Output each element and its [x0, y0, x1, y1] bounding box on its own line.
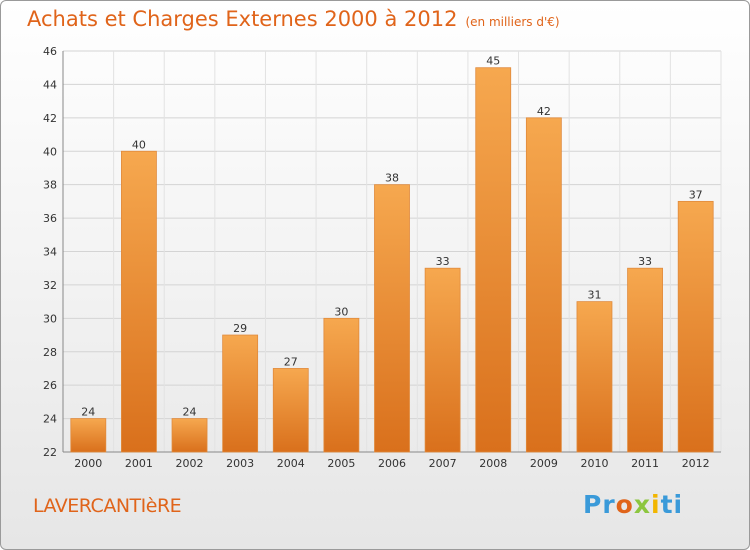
- x-tick-label-2008: 2008: [479, 457, 507, 470]
- bar-2010: [576, 301, 613, 453]
- x-tick-label-2002: 2002: [176, 457, 204, 470]
- y-tick-label: 38: [43, 179, 57, 192]
- x-tick-label-2012: 2012: [682, 457, 710, 470]
- y-tick-label: 30: [43, 312, 57, 325]
- y-tick-label: 42: [43, 112, 57, 125]
- y-tick-label: 26: [43, 379, 57, 392]
- x-tick-label-2010: 2010: [580, 457, 608, 470]
- x-tick-label-2007: 2007: [429, 457, 457, 470]
- value-label-2005: 30: [334, 305, 348, 318]
- y-tick-label: 32: [43, 279, 57, 292]
- x-tick-label-2006: 2006: [378, 457, 406, 470]
- bar-2005: [323, 317, 360, 453]
- x-tick-label-2004: 2004: [277, 457, 305, 470]
- value-label-2011: 33: [638, 255, 652, 268]
- value-label-2001: 40: [132, 138, 146, 151]
- value-label-2010: 31: [587, 289, 601, 302]
- bar-2001: [121, 150, 157, 453]
- bar-2012: [677, 200, 714, 453]
- y-tick-label: 44: [43, 78, 57, 91]
- logo-part-5: ti: [660, 490, 684, 519]
- y-tick-label: 22: [43, 446, 57, 459]
- y-tick-label: 34: [43, 246, 57, 259]
- chart-subtitle: (en milliers d'€): [465, 15, 560, 29]
- y-tick-label: 28: [43, 346, 57, 359]
- x-tick-label-2011: 2011: [631, 457, 659, 470]
- value-label-2007: 33: [436, 255, 450, 268]
- value-label-2008: 45: [486, 55, 500, 68]
- chart-title-text: Achats et Charges Externes 2000 à 2012: [27, 7, 458, 31]
- x-tick-label-2000: 2000: [74, 457, 102, 470]
- x-tick-label-2009: 2009: [530, 457, 558, 470]
- bar-2000: [70, 418, 107, 453]
- commune-name: LAVERCANTIèRE: [33, 495, 182, 517]
- bar-2006: [374, 184, 410, 453]
- value-label-2012: 37: [689, 188, 703, 201]
- y-tick-label: 46: [43, 45, 57, 58]
- x-tick-label-2003: 2003: [226, 457, 254, 470]
- bar-2008: [475, 67, 512, 453]
- proxiti-logo: Proxiti: [583, 490, 683, 519]
- value-label-2003: 29: [233, 322, 247, 335]
- bar-2004: [272, 368, 309, 453]
- bar-2003: [222, 334, 259, 453]
- bar-2011: [627, 267, 663, 453]
- logo-part-2: o: [615, 490, 634, 519]
- value-label-2006: 38: [385, 172, 399, 185]
- value-label-2002: 24: [183, 406, 197, 419]
- x-tick-label-2001: 2001: [125, 457, 153, 470]
- bar-2007: [424, 267, 461, 453]
- x-tick-label-2005: 2005: [327, 457, 355, 470]
- logo-part-1: Pr: [583, 490, 616, 519]
- chart-title: Achats et Charges Externes 2000 à 2012 (e…: [27, 7, 560, 31]
- bars: [70, 67, 714, 453]
- y-tick-label: 36: [43, 212, 57, 225]
- value-label-2009: 42: [537, 105, 551, 118]
- y-tick-label: 40: [43, 145, 57, 158]
- bar-2009: [525, 117, 562, 453]
- value-label-2000: 24: [81, 406, 95, 419]
- logo-part-4: i: [650, 490, 661, 519]
- logo-part-3: x: [633, 490, 651, 519]
- labels: 22 24 26 28 30 32 34 36 38 40 42 44 46 24 2000 40 2001 24…: [43, 45, 710, 470]
- y-tick-label: 24: [43, 413, 57, 426]
- value-label-2004: 27: [284, 355, 298, 368]
- bar-2002: [171, 418, 208, 453]
